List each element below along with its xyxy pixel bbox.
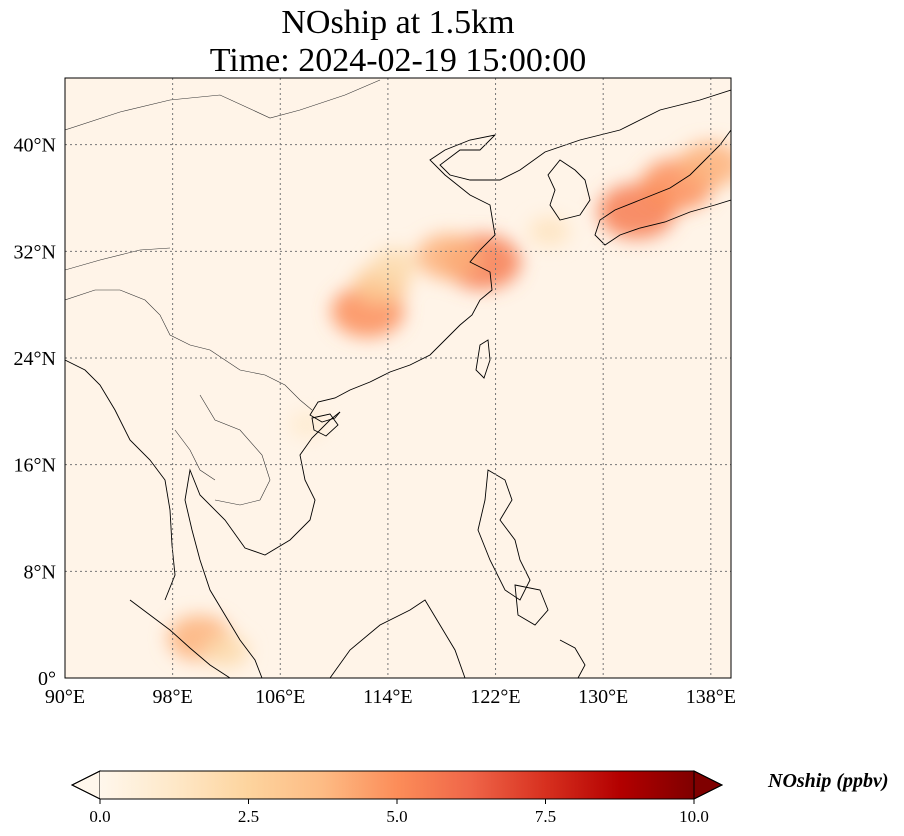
country-borders [65, 79, 381, 506]
colorbar-ticks: 0.0 2.5 5.0 7.5 10.0 [89, 799, 709, 826]
lat-ticks: 0° 8°N 16°N 24°N 32°N 40°N [14, 135, 56, 690]
colorbar-extend-min [70, 770, 101, 800]
lon-tick-label: 114°E [363, 686, 412, 708]
hotspot-7 [678, 141, 731, 188]
map-background [65, 78, 731, 678]
lon-tick-label: 130°E [578, 686, 628, 708]
gridlines [65, 78, 731, 678]
coastline-japan [594, 129, 731, 246]
lon-tick-label: 122°E [470, 686, 520, 708]
hotspot-1 [416, 233, 481, 280]
coastlines [65, 89, 731, 678]
hotspot-10 [203, 634, 250, 668]
coastline-china [309, 89, 731, 423]
coastline-sumatra [129, 599, 231, 678]
lon-ticks: 90°E 98°E 106°E 114°E 122°E 130°E 138°E [45, 686, 736, 708]
colorbar-tick-label: 5.0 [386, 807, 407, 826]
lat-tick-label: 24°N [14, 348, 56, 370]
colorbar-extend-max [693, 770, 724, 800]
hotspot-11 [288, 411, 326, 438]
lon-tick-label: 90°E [45, 686, 85, 708]
map-frame [64, 77, 732, 679]
plot-title-line1: NOship at 1.5km [281, 4, 515, 41]
lon-tick-label: 138°E [686, 686, 736, 708]
colorbar-label: NOship (ppbv) [768, 770, 889, 792]
lon-tick-label: 98°E [153, 686, 193, 708]
coastline-hainan [311, 413, 339, 437]
lat-tick-label: 40°N [14, 135, 56, 157]
lat-tick-label: 32°N [14, 241, 56, 263]
colorbar-tick-label: 0.0 [89, 807, 110, 826]
coastline-taiwan [475, 339, 491, 379]
coastline-borneo [329, 599, 466, 678]
lat-tick-label: 8°N [24, 561, 56, 583]
colorbar-tick-label: 2.5 [238, 807, 259, 826]
coastline-indochina [184, 411, 341, 678]
plot-title-line2: Time: 2024-02-19 15:00:00 [209, 42, 587, 79]
colorbar: 0.0 2.5 5.0 7.5 10.0 [70, 770, 724, 826]
hotspot-8 [528, 216, 571, 247]
coastline-sulawesi [559, 639, 586, 678]
lat-tick-label: 16°N [14, 455, 56, 477]
concentration-field [167, 141, 731, 668]
hotspot-4 [371, 248, 418, 282]
colorbar-bar [100, 771, 694, 799]
colorbar-tick-label: 10.0 [679, 807, 709, 826]
coastline-korea [547, 159, 591, 221]
lon-tick-label: 106°E [255, 686, 305, 708]
lat-tick-label: 0° [38, 668, 56, 690]
coastline-philippines-south [514, 584, 549, 626]
colorbar-tick-label: 7.5 [535, 807, 556, 826]
coastline-philippines [477, 469, 531, 601]
